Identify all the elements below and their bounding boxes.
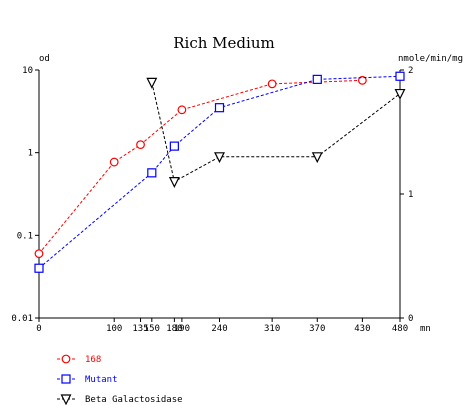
x-tick-label: 370 <box>309 324 325 334</box>
square-marker <box>147 168 157 178</box>
triangle-down-marker <box>311 152 323 164</box>
right-tick-label: 2 <box>408 66 413 76</box>
square-marker <box>312 74 322 84</box>
circle-marker <box>61 354 71 364</box>
right-axis-label: nmole/min/mg <box>398 54 463 64</box>
square-marker <box>34 263 44 273</box>
series-circle <box>34 75 367 259</box>
circle-marker <box>357 75 367 85</box>
triangle-down-marker <box>146 77 158 89</box>
left-tick-label: 1 <box>28 149 33 159</box>
series-line <box>38 75 401 269</box>
square-marker <box>169 141 179 151</box>
circle-marker <box>136 140 145 150</box>
triangle-down-marker <box>168 177 180 188</box>
circle-marker <box>267 79 277 89</box>
series-line <box>38 79 363 254</box>
series-triangle-down <box>146 77 406 188</box>
plot-area <box>34 71 406 273</box>
chart-title: Rich Medium <box>173 34 274 52</box>
legend-label: 168 <box>85 355 101 365</box>
right-tick-label: 1 <box>408 190 413 200</box>
right-tick-label: 0 <box>408 314 413 324</box>
left-tick-label: 0.01 <box>11 314 33 324</box>
x-tick-label: 135 <box>132 324 148 334</box>
series-line <box>151 82 401 183</box>
x-tick-label: 430 <box>354 324 370 334</box>
legend: 168 Mutant Beta Galactosidase <box>57 354 183 405</box>
square-marker <box>61 374 71 384</box>
x-tick-label: 190 <box>174 324 190 334</box>
legend-item: Beta Galactosidase <box>57 394 183 405</box>
circle-marker <box>34 249 44 259</box>
left-tick-label: 10 <box>22 66 33 76</box>
legend-item: 168 <box>57 354 101 365</box>
triangle-down-marker <box>394 88 406 100</box>
left-tick-label: 0.1 <box>17 231 33 241</box>
square-marker <box>395 71 405 81</box>
series-square <box>34 71 405 273</box>
triangle-down-marker <box>214 152 225 164</box>
x-tick-label: 310 <box>264 324 280 334</box>
x-axis-unit: mn <box>420 324 431 334</box>
legend-label: Mutant <box>85 375 118 385</box>
x-tick-label: 100 <box>106 324 122 334</box>
x-tick-label: 0 <box>36 324 41 334</box>
left-axis-label: od <box>39 54 50 64</box>
x-tick-label: 180 <box>166 324 182 334</box>
x-tick-label: 240 <box>211 324 227 334</box>
legend-item: Mutant <box>57 374 118 385</box>
circle-marker <box>177 105 187 115</box>
x-tick-label: 150 <box>144 324 160 334</box>
x-tick-label: 480 <box>392 324 408 334</box>
circle-marker <box>109 157 119 167</box>
triangle-down-marker <box>60 394 72 405</box>
legend-label: Beta Galactosidase <box>85 395 183 405</box>
square-marker <box>214 103 225 113</box>
